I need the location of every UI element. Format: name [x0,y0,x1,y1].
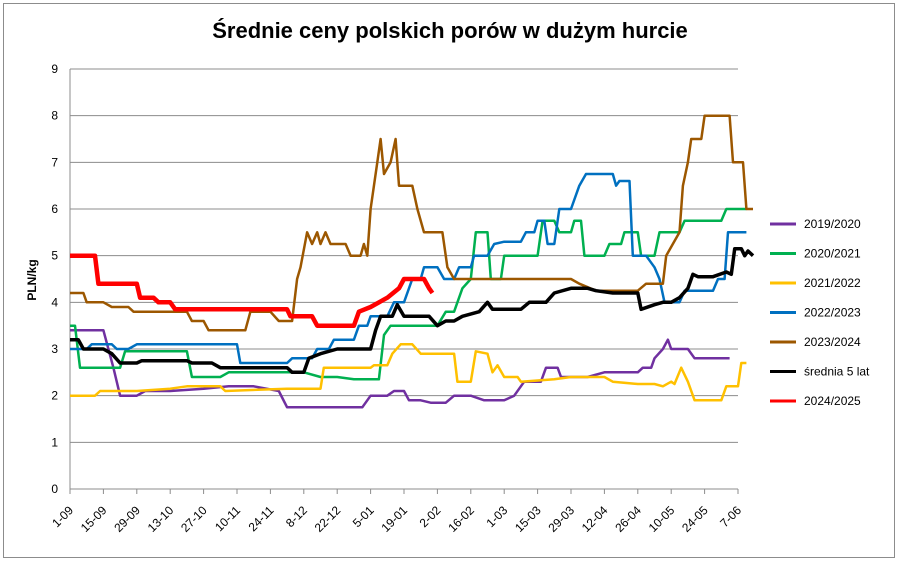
legend-label: 2019/2020 [804,217,861,231]
x-tick-label: 29-09 [111,503,143,535]
gridlines [69,68,738,490]
legend: 2019/2020 2020/2021 2021/2022 2022/2023 2023… [770,217,870,408]
y-tick-label: 4 [51,295,58,309]
x-tick-label: 1-09 [49,503,76,530]
y-tick-label: 8 [51,109,58,123]
x-tick-label: 10-05 [646,503,678,535]
legend-label: 2024/2025 [804,394,861,408]
legend-label: 2021/2022 [804,276,861,290]
y-tick-label: 3 [51,342,58,356]
x-tick-label: 2-02 [417,503,444,530]
x-axis-ticks: 1-09 15-09 29-09 13-10 27-10 10-11 24-11 8-12 22… [49,489,744,535]
x-tick-label: 19-01 [379,503,411,535]
y-tick-label: 5 [51,249,58,263]
y-axis-label: PLN/kg [25,259,39,300]
x-tick-label: 24-05 [679,503,711,535]
y-axis-ticks: 0 1 2 3 4 5 6 7 8 9 [51,62,58,496]
x-tick-label: 29-03 [546,503,578,535]
x-tick-label: 26-04 [612,503,644,535]
x-tick-label: 7-06 [717,503,744,530]
chart-frame [3,3,895,558]
series-line-2021-2022 [70,343,747,402]
series-line-2022-2023 [70,172,747,365]
series-line-2023-2024 [70,114,753,332]
series-line-2019-2020 [70,329,730,409]
y-tick-label: 2 [51,389,58,403]
y-tick-label: 9 [51,62,58,76]
x-tick-label: 12-04 [579,503,611,535]
x-tick-label: 16-02 [445,503,477,535]
legend-label: 2020/2021 [804,247,861,261]
y-tick-label: 0 [51,482,58,496]
y-tick-label: 6 [51,202,58,216]
legend-label: 2022/2023 [804,306,861,320]
legend-label: 2023/2024 [804,335,861,349]
x-tick-label: 24-11 [246,503,277,534]
series-line-2024-2025 [70,253,435,328]
x-tick-label: 15-09 [78,503,110,535]
x-tick-label: 1-03 [483,503,510,530]
chart-title: Średnie ceny polskich porów w dużym hurc… [212,18,688,43]
x-tick-label: 13-10 [145,503,177,535]
y-tick-label: 7 [51,155,58,169]
series-line-2020-2021 [70,207,747,381]
legend-label: średnia 5 lat [804,365,870,379]
x-tick-label: 15-03 [512,503,544,535]
x-tick-label: 27-10 [178,503,210,535]
series-lines [70,114,755,409]
x-tick-label: 8-12 [283,503,310,530]
x-tick-label: 10-11 [212,503,243,534]
x-tick-label: 22-12 [312,503,344,535]
y-tick-label: 1 [51,435,58,449]
series-line--rednia-5-lat [70,246,755,375]
x-tick-label: 5-01 [350,503,377,530]
